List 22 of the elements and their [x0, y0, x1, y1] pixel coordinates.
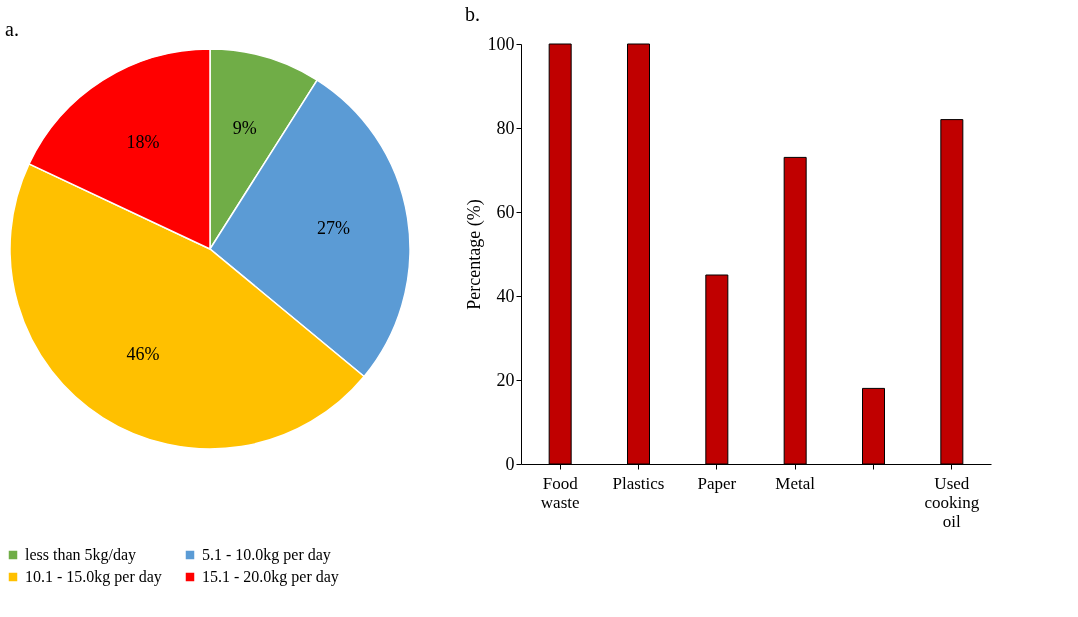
chart-title: b.	[465, 3, 480, 25]
y-tick-label: 40	[496, 285, 515, 306]
y-tick-label: 0	[505, 453, 515, 474]
y-tick-label: 60	[496, 201, 515, 222]
data-label: 27%	[316, 218, 350, 239]
data-label: 18%	[126, 132, 160, 153]
legend-label: 15.1 - 20.0kg per day	[202, 568, 339, 586]
legend-label: 10.1 - 15.0kg per day	[25, 568, 162, 586]
legend-label: 5.1 - 10.0kg per day	[202, 546, 331, 564]
x-tick-label: Food waste	[540, 473, 580, 512]
x-tick-label: Paper	[697, 473, 737, 493]
x-tick-label: Metal	[775, 473, 816, 493]
y-tick-label: 80	[496, 117, 515, 138]
x-tick-label: Used cooking oil	[924, 473, 980, 531]
y-tick-label: 100	[487, 33, 515, 54]
chart-title: a.	[5, 18, 19, 40]
data-label: 46%	[126, 343, 160, 364]
y-axis-title: Percentage (%)	[463, 199, 485, 310]
x-tick-label: Plastics	[612, 473, 665, 493]
legend-label: less than 5kg/day	[25, 546, 137, 564]
data-label: 9%	[232, 117, 257, 138]
y-tick-label: 20	[496, 369, 515, 390]
